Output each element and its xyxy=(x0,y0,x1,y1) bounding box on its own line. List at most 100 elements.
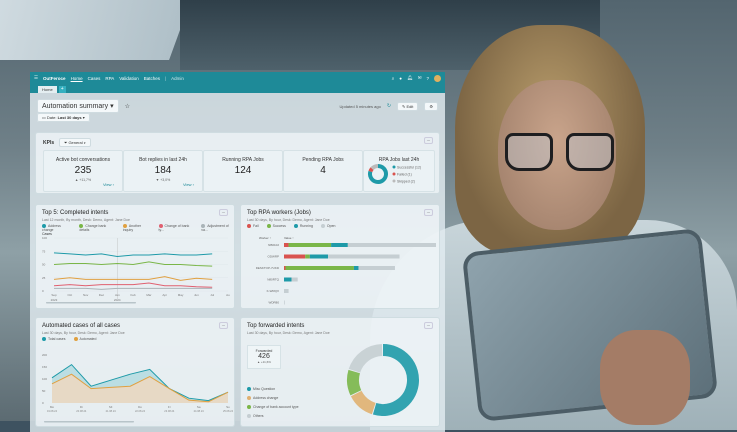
legend-item: Adjustment of va... xyxy=(201,224,234,232)
automated-area xyxy=(52,374,228,403)
x-tick-label: Oct xyxy=(67,293,72,297)
date-filter-value: Last 30 days xyxy=(57,115,82,120)
panel-title: Automated cases of all cases xyxy=(42,323,121,329)
y-tick-label: 150 xyxy=(42,365,47,369)
rpa-jobs-card: RPA Jobs last 24h Successful (12) Failed (… xyxy=(363,150,435,192)
search-icon[interactable]: ⌕ xyxy=(391,75,395,81)
kpi-panel: KPIs ⏷ General ▾ ··· Active bot conversa… xyxy=(35,132,440,194)
legend-item: Open xyxy=(320,224,335,229)
notification-icon[interactable]: 🔔︎ xyxy=(406,75,413,80)
x-tick-label: Mar xyxy=(146,293,151,297)
legend-item: Total cases xyxy=(42,337,66,342)
rpa-workers-panel: Top RPA workers (Jobs) Last 30 days, By … xyxy=(240,204,440,309)
menu-icon[interactable]: ☰ xyxy=(34,75,39,80)
kpi-delta: ▼ +3,0% xyxy=(155,178,171,182)
page-title: Automation summary xyxy=(42,103,109,110)
series-line xyxy=(53,261,213,267)
legend-dot xyxy=(293,224,298,229)
legend-label: Address change xyxy=(253,396,279,400)
kpi-value: 184 xyxy=(154,165,172,176)
inbox-icon[interactable]: ✉︎ xyxy=(417,75,422,80)
x-tick-label: Jul xyxy=(210,293,214,297)
dashboard-overlay: ☰ OutFeroce Home Cases RPA Validation Ba… xyxy=(30,72,445,432)
legend-label: Change of bank ty... xyxy=(158,224,190,233)
x-tick-date: 24.08.24 xyxy=(194,409,205,413)
bar-segment xyxy=(284,254,306,259)
kpi-card: Running RPA Jobs 124 xyxy=(203,150,283,192)
automated-cases-panel: Automated cases of all cases Last 30 day… xyxy=(35,317,235,427)
view-link[interactable]: View › xyxy=(182,182,194,187)
kpi-title: KPIs xyxy=(43,139,55,146)
scrollbar[interactable] xyxy=(46,302,136,304)
legend-label: Running xyxy=(299,224,313,228)
legend-dot xyxy=(247,387,251,392)
person-hand xyxy=(600,330,690,425)
legend-item: Others xyxy=(247,412,299,421)
x-tick-date: 22.08.24 xyxy=(135,409,146,413)
legend-label: Fail xyxy=(253,224,259,228)
x-tick-date: 19.08.24 xyxy=(47,409,58,413)
bar-segment xyxy=(358,266,395,270)
legend-dot xyxy=(42,224,46,229)
legend-dot xyxy=(320,224,325,229)
bar-label: WDR80 xyxy=(268,301,279,305)
x-tick-label: May xyxy=(178,293,184,297)
bar-segment xyxy=(291,277,298,282)
page-title-dropdown[interactable]: Automation summary ▾ xyxy=(37,99,119,113)
legend-label: Adjustment of va... xyxy=(201,224,229,233)
kpi-delta: ▲ +11,7% xyxy=(74,178,92,182)
star-icon[interactable]: ☆ xyxy=(124,103,130,110)
y-tick-label: 100 xyxy=(42,377,47,381)
more-button[interactable]: ··· xyxy=(424,137,433,144)
donut-slice xyxy=(348,344,383,373)
tab-home[interactable]: Home xyxy=(38,86,57,93)
donut-slice xyxy=(368,167,374,173)
kpi-filter[interactable]: ⏷ General ▾ xyxy=(59,138,91,147)
settings-button[interactable]: ⚙ xyxy=(424,101,438,111)
kpi-filter-label: General xyxy=(68,140,83,145)
x-tick-label: Jun xyxy=(194,293,199,297)
kpi-label: Running RPA Jobs xyxy=(222,157,264,163)
date-filter[interactable]: ▭ Date: Last 30 days ▾ xyxy=(37,113,90,122)
legend-dot xyxy=(247,224,251,229)
view-link[interactable]: View › xyxy=(102,182,114,187)
more-button[interactable]: ··· xyxy=(219,209,228,216)
nav-rpa[interactable]: RPA xyxy=(105,75,115,81)
x-tick-label: Nov xyxy=(83,293,89,297)
donut-slice xyxy=(368,164,388,184)
legend-label: Misc Question xyxy=(253,387,276,391)
donut-slice xyxy=(347,369,362,396)
scrollbar[interactable] xyxy=(44,421,134,423)
legend-label: Success xyxy=(272,224,286,228)
nav-admin[interactable]: Admin xyxy=(171,75,184,81)
bar-label: DESKTOP-7UKD xyxy=(256,266,280,270)
nav-batches[interactable]: Batches xyxy=(143,75,160,81)
nav-home[interactable]: Home xyxy=(70,75,83,81)
refresh-icon[interactable]: ↻ xyxy=(386,103,392,109)
chat-icon[interactable]: ● xyxy=(399,75,402,81)
date-filter-label: Date: xyxy=(46,115,57,120)
y-tick-label: 50 xyxy=(42,389,46,393)
bar-segment xyxy=(331,243,348,247)
more-button[interactable]: ··· xyxy=(424,322,433,329)
avatar[interactable] xyxy=(434,74,441,82)
panel-subtitle: Last 30 days, By hour, Desk: Demo, Agent… xyxy=(247,331,330,335)
bar-segment xyxy=(347,243,436,247)
help-icon[interactable]: ? xyxy=(426,75,429,81)
y-tick-label: 0 xyxy=(42,401,44,405)
add-tab-button[interactable]: + xyxy=(58,86,66,93)
edit-button[interactable]: ✎ Edit xyxy=(397,101,419,111)
more-button[interactable]: ··· xyxy=(219,322,228,329)
more-button[interactable]: ··· xyxy=(424,209,433,216)
legend-item: Change of bank account type xyxy=(247,403,299,412)
panel-subtitle: Last 30 days, By hour, Desk: Demo, Agent… xyxy=(247,218,330,222)
top-nav: ☰ OutFeroce Home Cases RPA Validation Ba… xyxy=(30,72,445,84)
nav-cases[interactable]: Cases xyxy=(87,75,101,81)
series-line xyxy=(51,363,229,402)
nav-validation[interactable]: Validation xyxy=(119,75,139,81)
bar-segment xyxy=(305,254,310,259)
legend-dot xyxy=(42,337,46,342)
kpi-label: Forwarded xyxy=(255,349,273,353)
legend-dot xyxy=(247,414,251,419)
